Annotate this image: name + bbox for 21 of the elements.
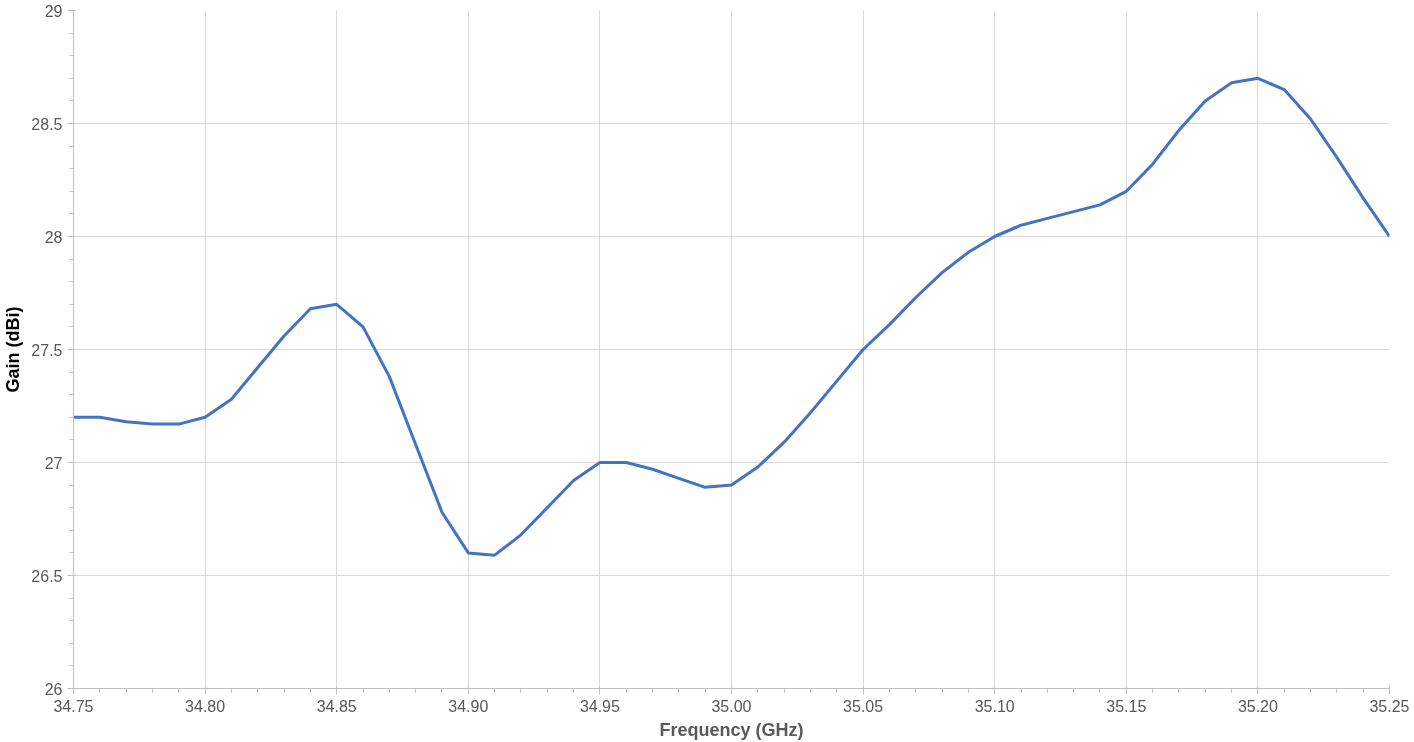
y-axis-title: Gain (dBi) (3, 306, 24, 393)
y-tick-label: 26.5 (31, 567, 63, 585)
y-tick-label: 27 (44, 454, 63, 472)
x-tick-label: 35.00 (711, 697, 752, 715)
y-tick-label: 27.5 (31, 341, 63, 359)
x-tick-label: 34.90 (448, 697, 489, 715)
x-tick-label: 35.20 (1237, 697, 1279, 715)
x-tick-label: 34.95 (579, 697, 621, 715)
y-tick-label: 28 (44, 228, 63, 246)
x-tick-label: 35.10 (974, 697, 1015, 715)
y-tick-label: 29 (44, 2, 63, 20)
x-tick-label: 35.25 (1369, 697, 1410, 715)
x-axis-title: Frequency (GHz) (659, 719, 804, 740)
x-tick-label: 35.15 (1106, 697, 1147, 715)
x-tick-label: 35.05 (843, 697, 884, 715)
y-tick-label: 26 (44, 680, 63, 698)
x-tick-label: 34.75 (53, 697, 94, 715)
y-tick-label: 28.5 (31, 115, 63, 133)
x-tick-label: 34.80 (185, 697, 226, 715)
line-series (73, 76, 1390, 557)
x-tick-label: 34.85 (316, 697, 357, 715)
